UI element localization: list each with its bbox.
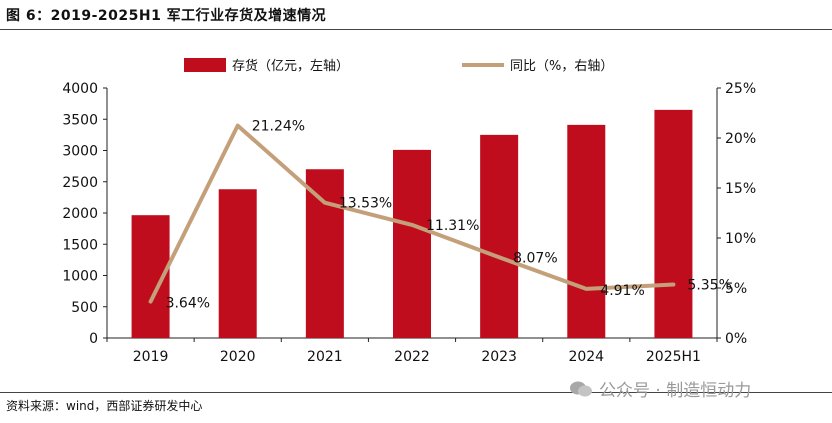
bar-series: [131, 109, 693, 338]
bar: [218, 189, 257, 338]
legend: 存货（亿元，左轴） 同比（%，右轴）: [184, 58, 613, 74]
line-data-label: 3.64%: [166, 296, 210, 312]
line-data-label: 21.24%: [252, 119, 305, 135]
legend-line-label: 同比（%，右轴）: [510, 59, 613, 74]
x-tick-label: 2023: [481, 349, 517, 365]
line-series: [148, 123, 676, 304]
left-tick-label: 2000: [62, 206, 98, 222]
left-tick-label: 4000: [62, 81, 98, 97]
wechat-icon: [570, 381, 592, 396]
left-tick-label: 0: [89, 331, 98, 347]
legend-bar-label: 存货（亿元，左轴）: [232, 58, 349, 74]
x-tick-label: 2021: [307, 349, 343, 365]
x-tick-label: 2020: [220, 349, 256, 365]
bar: [567, 124, 606, 338]
line-data-label: 5.35%: [687, 278, 731, 294]
axes: 0 500 1000 1500 2000 2500 3000 3500 4000 0% 5% 10% 1…: [62, 81, 756, 365]
right-tick-label: 15%: [725, 181, 756, 197]
bottom-rule: [0, 392, 832, 393]
left-tick-label: 3000: [62, 144, 98, 160]
right-tick-label: 5%: [725, 281, 747, 297]
legend-bar-swatch: [184, 58, 226, 72]
right-tick-label: 20%: [725, 131, 756, 147]
right-tick-label: 0%: [725, 331, 747, 347]
right-tick-label: 10%: [725, 231, 756, 247]
line-data-label: 13.53%: [339, 196, 392, 212]
line-data-label: 8.07%: [513, 250, 557, 266]
bar: [654, 109, 693, 338]
x-tick-label: 2025H1: [646, 349, 701, 365]
watermark: 公众号 · 制造恒动力: [569, 376, 751, 401]
x-tick-label: 2019: [133, 349, 169, 365]
x-tick-label: 2024: [568, 349, 604, 365]
line-data-label: 4.91%: [600, 283, 644, 299]
source-note: 资料来源：wind，西部证券研发中心: [6, 399, 203, 413]
right-tick-label: 25%: [725, 81, 756, 97]
left-tick-label: 500: [71, 300, 98, 316]
bar: [393, 149, 431, 338]
top-rule: [0, 29, 832, 30]
data-labels: 3.64% 21.24% 13.53% 11.31% 8.07% 4.91% 5.35%: [166, 119, 732, 312]
left-tick-label: 1000: [62, 269, 98, 285]
line-data-label: 11.31%: [426, 218, 479, 234]
left-tick-label: 3500: [62, 112, 98, 128]
x-tick-label: 2022: [394, 349, 430, 365]
left-tick-label: 2500: [62, 175, 98, 191]
bar: [305, 169, 344, 338]
left-tick-label: 1500: [62, 237, 98, 253]
figure-title: 图 6：2019-2025H1 军工行业存货及增速情况: [6, 8, 327, 24]
watermark-text: 公众号 · 制造恒动力: [599, 381, 752, 401]
bar: [480, 134, 519, 338]
